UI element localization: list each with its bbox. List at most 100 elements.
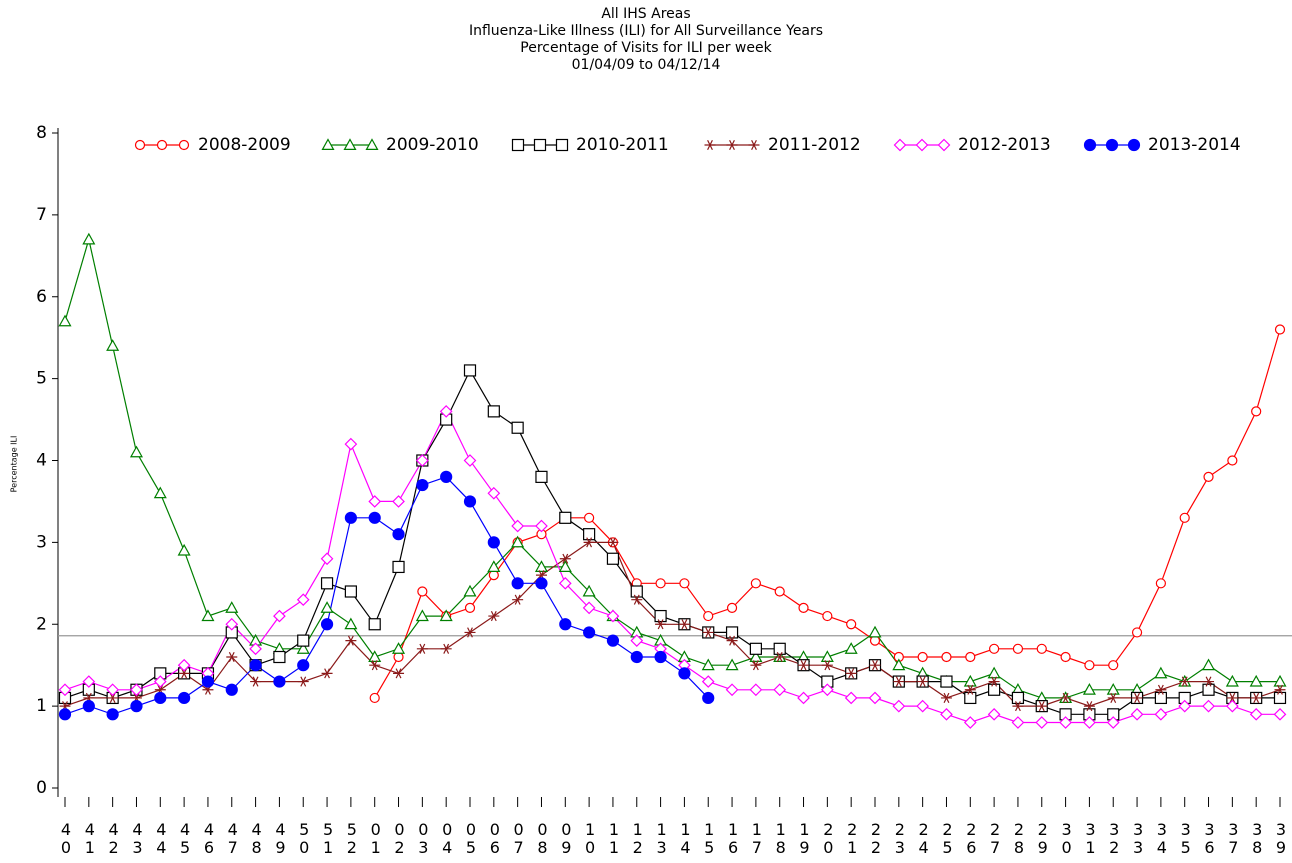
legend-label: 2010-2011 xyxy=(576,135,669,155)
marker xyxy=(58,314,72,327)
marker xyxy=(369,692,380,704)
marker xyxy=(1131,627,1143,638)
marker xyxy=(415,609,429,622)
marker xyxy=(296,593,310,607)
marker xyxy=(368,511,381,524)
marker xyxy=(821,660,833,671)
y-tick-label: 5 xyxy=(36,369,47,389)
marker xyxy=(774,586,785,597)
chart-title: Influenza-Like Illness (ILI) for All Sur… xyxy=(469,23,823,39)
marker xyxy=(726,602,738,613)
marker xyxy=(297,634,310,647)
x-tick-label: 48 xyxy=(247,820,266,856)
x-tick-label: 29 xyxy=(1033,820,1052,856)
marker xyxy=(487,486,501,500)
marker xyxy=(463,454,477,467)
x-tick-label: 33 xyxy=(1129,820,1148,856)
marker xyxy=(535,519,548,533)
x-tick-label: 25 xyxy=(938,820,957,856)
x-tick-label: 28 xyxy=(1009,820,1028,856)
marker xyxy=(606,634,620,647)
marker xyxy=(1225,674,1239,687)
x-tick-label: 08 xyxy=(533,820,552,856)
marker xyxy=(153,486,167,499)
marker xyxy=(892,699,906,713)
x-tick-label: 36 xyxy=(1200,820,1219,856)
marker xyxy=(487,405,500,418)
marker xyxy=(393,668,405,679)
marker xyxy=(416,643,428,654)
marker xyxy=(868,691,882,705)
x-tick-label: 20 xyxy=(819,820,838,856)
marker xyxy=(58,708,72,721)
marker xyxy=(297,659,310,672)
marker xyxy=(178,668,190,679)
marker xyxy=(678,619,690,630)
x-tick-label: 51 xyxy=(319,820,338,856)
marker xyxy=(1155,684,1167,695)
chart-title: Percentage of Visits for ILI per week xyxy=(520,40,772,56)
marker xyxy=(1083,701,1095,712)
marker xyxy=(845,668,857,679)
marker xyxy=(392,642,406,654)
marker xyxy=(1154,666,1168,679)
marker xyxy=(703,610,714,622)
marker xyxy=(178,139,190,151)
x-tick-label: 01 xyxy=(366,820,385,856)
marker xyxy=(511,138,525,152)
marker xyxy=(1059,716,1072,729)
marker xyxy=(559,553,571,564)
marker xyxy=(416,454,429,467)
marker xyxy=(320,552,334,566)
marker xyxy=(320,618,334,631)
x-tick-label: 02 xyxy=(390,820,409,856)
marker xyxy=(1227,455,1238,466)
x-tick-label: 35 xyxy=(1176,820,1195,856)
marker xyxy=(868,625,882,638)
marker xyxy=(559,511,572,524)
x-tick-label: 14 xyxy=(676,820,695,856)
x-tick-label: 22 xyxy=(867,820,886,856)
marker xyxy=(702,627,714,638)
legend-label: 2013-2014 xyxy=(1148,135,1241,155)
x-tick-label: 23 xyxy=(890,820,909,856)
marker xyxy=(392,495,405,508)
x-tick-label: 30 xyxy=(1057,820,1076,856)
marker xyxy=(343,138,357,150)
marker xyxy=(630,650,643,664)
x-tick-label: 05 xyxy=(462,820,481,856)
marker xyxy=(487,560,501,572)
marker xyxy=(1178,699,1192,713)
legend-label: 2011-2012 xyxy=(768,135,861,155)
marker xyxy=(917,676,929,687)
x-tick-label: 38 xyxy=(1248,820,1267,856)
chart-title: 01/04/09 to 04/12/14 xyxy=(572,57,721,73)
marker xyxy=(440,643,452,654)
marker xyxy=(1060,692,1072,703)
marker xyxy=(82,700,95,713)
marker xyxy=(725,683,739,697)
marker xyxy=(463,364,477,377)
legend-label: 2012-2013 xyxy=(958,135,1051,155)
marker xyxy=(535,577,548,590)
marker xyxy=(964,691,977,705)
x-tick-label: 11 xyxy=(604,820,623,856)
marker xyxy=(892,658,906,671)
y-tick-label: 6 xyxy=(36,287,47,307)
marker xyxy=(130,700,143,713)
marker xyxy=(1274,324,1286,335)
marker xyxy=(368,495,382,508)
marker xyxy=(487,536,500,549)
marker xyxy=(774,651,786,663)
marker xyxy=(225,601,239,613)
marker xyxy=(630,585,643,598)
marker xyxy=(416,478,429,492)
marker xyxy=(821,683,834,697)
marker xyxy=(417,586,428,597)
marker xyxy=(749,650,763,662)
x-tick-label: 15 xyxy=(700,820,719,856)
marker xyxy=(583,626,596,639)
x-tick-label: 17 xyxy=(747,820,766,856)
marker xyxy=(558,560,572,572)
